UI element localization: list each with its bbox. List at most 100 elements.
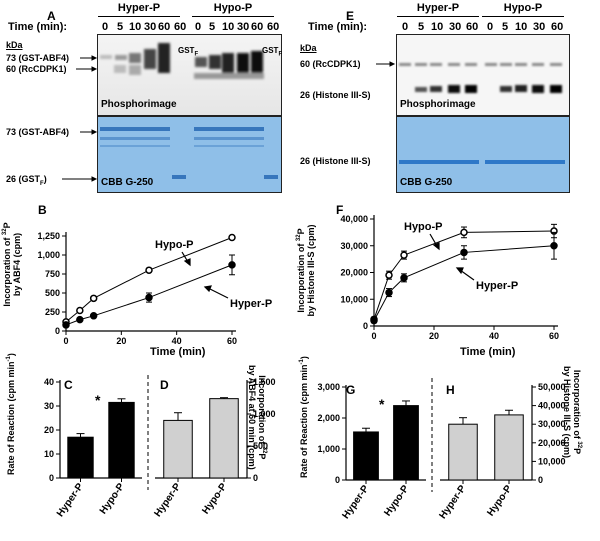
time-label-e: Time (min): — [308, 21, 368, 33]
panel-label-h: H — [446, 383, 455, 397]
time-tick: 60 — [158, 21, 171, 33]
y-tick-label: 30,000 — [538, 419, 566, 429]
data-point-Hypo-P — [145, 266, 153, 274]
y-tick-label: 30 — [44, 401, 54, 411]
y-tick-label: 10 — [44, 449, 54, 459]
time-label-a: Time (min): — [8, 21, 68, 33]
data-point-Hyper-P — [62, 321, 70, 329]
y-tick-label: 2,000 — [317, 413, 340, 423]
x-tick-label: Hyper-P — [340, 483, 371, 521]
time-tick: 10 — [515, 21, 528, 33]
phosphorimage-e: Phosphorimage — [396, 34, 570, 116]
bar-Hypo-P — [209, 398, 239, 479]
x-tick-label: 40 — [172, 336, 182, 346]
time-tick: 5 — [502, 21, 509, 33]
y-tick-label: 20,000 — [340, 268, 368, 278]
x-tick-label: 0 — [63, 336, 68, 346]
data-point-Hyper-P — [370, 316, 378, 325]
significance-star-g: * — [379, 396, 385, 412]
y-tick-label: 0 — [253, 473, 258, 483]
xlabel-b: Time (min) — [150, 346, 206, 358]
y-tick-label: 40,000 — [538, 401, 566, 411]
x-tick-label: 20 — [116, 336, 126, 346]
time-tick: 10 — [129, 21, 142, 33]
time-tick: 60 — [466, 21, 479, 33]
cbb-caption-e: CBB G-250 — [400, 177, 453, 188]
data-point-Hyper-P — [460, 248, 468, 257]
xlabel-f: Time (min) — [460, 346, 516, 358]
y-tick-label: 40 — [44, 377, 54, 387]
data-point-Hyper-P — [228, 261, 236, 269]
data-point-Hyper-P — [76, 315, 84, 324]
data-point-Hypo-P — [460, 228, 468, 237]
cbb-bands-e — [399, 160, 565, 164]
kda-label-a: kDa — [6, 40, 23, 50]
x-tick-label: 0 — [371, 331, 376, 341]
panel-label-f: F — [336, 203, 344, 217]
time-tick: 60 — [174, 21, 187, 33]
y-tick-label: 1,000 — [317, 444, 340, 454]
data-point-Hypo-P — [400, 251, 408, 259]
time-tick: 5 — [418, 21, 425, 33]
y-tick-label: 0 — [538, 475, 543, 485]
group-underline-hypo-e — [482, 16, 564, 17]
callout-hypo-b: Hypo-P — [155, 239, 194, 251]
gst-lane-label-2: GSTF — [262, 46, 283, 58]
time-tick: 0 — [195, 21, 202, 33]
time-tick: 60 — [251, 21, 264, 33]
y-tick-label: 40,000 — [340, 214, 368, 224]
y-tick-label: 10,000 — [538, 456, 566, 466]
bar-Hypo-P — [494, 414, 524, 481]
y-tick-label: 1,000 — [37, 250, 60, 260]
group-underline-hypo — [192, 16, 274, 17]
time-tick: 60 — [267, 21, 280, 33]
panel-label-a: A — [47, 9, 56, 23]
group-label-hyper-e: Hyper-P — [416, 2, 460, 14]
y-tick-label: 0 — [55, 326, 60, 336]
marker-histone-e: 26 (Histone III-S) — [300, 90, 371, 100]
callout-hyper-b: Hyper-P — [230, 298, 273, 310]
y-tick-label: 0 — [335, 475, 340, 485]
kda-label-e: kDa — [300, 43, 317, 53]
x-tick-label: Hypo-P — [382, 483, 411, 518]
marker-abf4-cbb: 73 (GST-ABF4) — [6, 127, 70, 137]
time-tick: 0 — [402, 21, 409, 33]
time-tick: 30 — [449, 21, 462, 33]
y-tick-label: 10,000 — [340, 294, 368, 304]
y-tick-label: 0 — [49, 473, 54, 483]
panel-label-g: G — [346, 383, 356, 397]
x-tick-label: 60 — [549, 331, 559, 341]
time-tick: 0 — [102, 21, 109, 33]
panel-label-d: D — [160, 378, 169, 392]
y-tick-label: 0 — [363, 321, 368, 331]
x-tick-label: 60 — [227, 336, 237, 346]
bar-Hyper-P — [353, 431, 379, 481]
y-tick-label: 500 — [253, 441, 268, 451]
group-label-hypo: Hypo-P — [213, 2, 253, 14]
group-underline-hyper-e — [397, 16, 479, 17]
time-tick: 10 — [431, 21, 444, 33]
time-tick: 10 — [222, 21, 235, 33]
cbb-bands-a — [100, 127, 278, 179]
group-underline-hyper — [98, 16, 180, 17]
marker-cdpk-e: 60 (RcCDPK1) — [300, 59, 361, 69]
data-point-Hyper-P — [145, 293, 153, 302]
gst-lane-label-1: GSTF — [178, 46, 199, 58]
data-point-Hyper-P — [385, 288, 393, 297]
phosphorimage-caption-e: Phosphorimage — [400, 99, 476, 110]
panel-label-e: E — [346, 9, 355, 23]
marker-gst-cbb: 26 (GSTF) — [6, 174, 47, 187]
cbb-caption-a: CBB G-250 — [101, 177, 154, 188]
data-point-Hypo-P — [76, 306, 84, 315]
bar-Hyper-P — [163, 419, 193, 479]
time-tick: 60 — [551, 21, 564, 33]
time-tick: 0 — [487, 21, 494, 33]
y-tick-label: 20,000 — [538, 438, 566, 448]
